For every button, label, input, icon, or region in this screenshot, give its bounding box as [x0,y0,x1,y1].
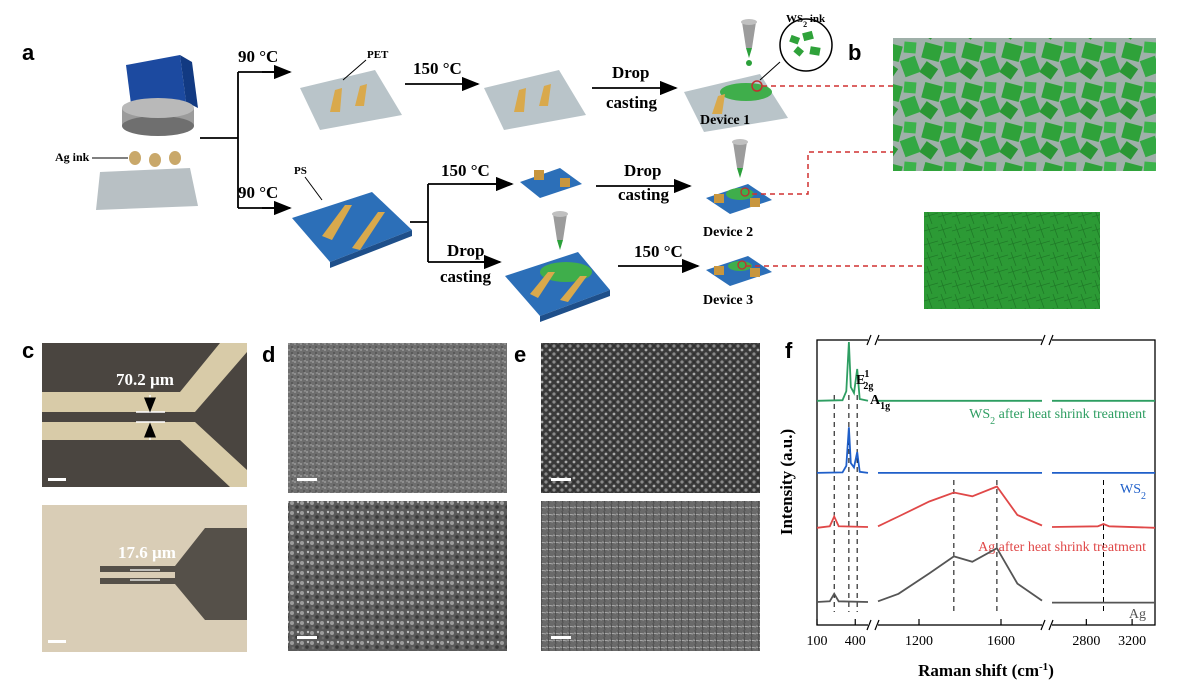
pet-substrate-2 [484,70,586,130]
panel-a-schematic: Ag ink 90 °C 90 °C PET 150 °C Drop casti… [55,13,923,322]
plot-frame [816,339,1156,626]
temp-150-top: 150 °C [413,59,462,78]
temp-90-top: 90 °C [238,47,278,66]
device2-label: Device 2 [703,225,753,240]
device1-label: Device 1 [700,113,750,128]
panel-label-f: f [785,338,793,363]
series-line-ag_heat-seg0 [816,514,869,529]
panel-c-top-micrograph [42,343,247,487]
series-label-ag_heat: Ag after heat shrink treatment [978,540,1146,555]
axis-break-bottom-1 [1042,621,1052,629]
device1-illustration [684,18,833,132]
panel-label-e: e [514,342,526,367]
ws2-flakes-optical-image [893,38,1156,171]
ps-substrate [292,192,412,268]
x-tick-label-5: 3200 [1118,634,1146,649]
device3-illustration [706,256,772,286]
series-line-ag_heat-seg1 [877,485,1043,528]
axis-break-top-1 [1042,336,1052,344]
series-line-ag-seg1 [877,546,1043,603]
drop-bot-line2: casting [440,267,492,286]
branch-lines [200,71,288,209]
drop-top-line2: casting [606,93,658,112]
series-line-ws2_heat-seg0 [816,341,869,402]
ws2-ink-label: WS2 ink [786,13,826,29]
axis-break-bottom-0 [868,621,878,629]
ps-label: PS [294,165,307,177]
pet-label: PET [367,49,389,61]
gap-17-label: 17.6 µm [118,543,176,562]
series-label-ws2_heat: WS2 after heat shrink treatment [969,407,1146,427]
x-tick-label-3: 1600 [987,634,1015,649]
device3-label: Device 3 [703,293,753,308]
panel-label-c: c [22,338,34,363]
sem-image-e-bottom [541,501,760,651]
series-layer: WS2 after heat shrink treatment WS2 Ag aft… [816,341,1156,622]
shrunk-substrate [520,168,582,198]
panel-label-a: a [22,40,35,65]
axis-breaks [866,334,1054,631]
panel-label-d: d [262,342,275,367]
inkjet-printhead-illustration [96,55,198,210]
device2-illustration [706,139,772,214]
sem-image-d-top [288,343,507,493]
sem-image-e-top [541,343,760,493]
gap-70-label: 70.2 µm [116,370,174,389]
panel-label-b: b [848,40,861,65]
pet-substrate-1 [300,70,402,130]
drop-top-line1: Drop [612,63,649,82]
ag-ink-label: Ag ink [55,150,90,164]
peak-label-e2g: E1 2g [856,369,873,392]
drop-mid-line1: Drop [624,161,661,180]
x-tick-label-1: 400 [845,634,866,649]
series-label-ag: Ag [1129,607,1146,622]
series-line-ag_heat-seg2 [1051,523,1156,529]
peak-label-a1g: A1g [870,393,890,412]
raman-chart: WS2 after heat shrink treatment WS2 Ag aft… [777,334,1156,680]
axis-break-mark-0 [866,334,880,631]
ws2-film-optical-image [924,212,1100,309]
x-axis-label: Raman shift (cm-1) [918,661,1054,680]
x-tick-label-0: 100 [807,634,828,649]
series-line-ag-seg0 [816,592,869,603]
tick-layer: 100 400 1200 1600 2800 3200 [807,619,1146,649]
x-tick-label-2: 1200 [905,634,933,649]
axis-break-top-0 [868,336,878,344]
axis-break-mark-1 [1040,334,1054,631]
temp-150-bottom: 150 °C [634,242,683,261]
x-tick-label-4: 2800 [1072,634,1100,649]
ps-dropcast-illustration [505,211,610,322]
y-axis-label: Intensity (a.u.) [777,429,796,535]
series-line-ws2-seg0 [816,427,869,474]
drop-mid-line2: casting [618,185,670,204]
dashed-guides [833,395,1104,612]
temp-150-mid: 150 °C [441,161,490,180]
series-label-ws2: WS2 [1120,482,1146,502]
drop-bot-line1: Drop [447,241,484,260]
panel-c-bottom-micrograph [42,505,247,652]
sem-image-d-bottom [288,501,507,651]
temp-90-bottom: 90 °C [238,183,278,202]
